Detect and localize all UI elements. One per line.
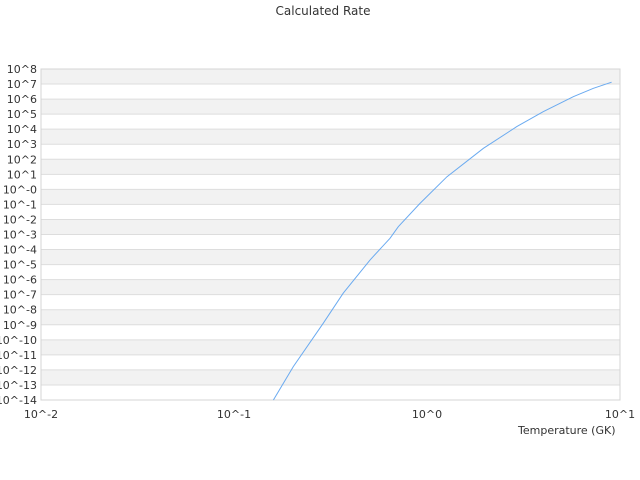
grid-band: [41, 144, 620, 160]
y-tick-label: 10^-9: [3, 319, 37, 332]
grid-band: [41, 384, 620, 400]
grid-band: [41, 99, 620, 115]
grid-band: [41, 309, 620, 325]
grid-band: [41, 279, 620, 295]
y-tick-label: 10^-7: [3, 289, 37, 302]
y-tick-label: 10^2: [7, 153, 37, 166]
y-tick-label: 10^-12: [0, 364, 37, 377]
grid-band: [41, 114, 620, 130]
grid-band: [41, 354, 620, 370]
x-axis-label: Temperature (GK): [518, 424, 616, 437]
y-tick-label: 10^7: [7, 78, 37, 91]
y-tick-label: 10^8: [7, 63, 37, 76]
y-tick-label: 10^-10: [0, 334, 37, 347]
y-tick-label: 10^-1: [3, 198, 37, 211]
grid-band: [41, 174, 620, 190]
y-tick-label: 10^-11: [0, 349, 37, 362]
grid-band: [41, 159, 620, 175]
grid-band: [41, 369, 620, 385]
rate-series-line: [272, 81, 612, 401]
y-tick-label: 10^-6: [3, 274, 37, 287]
grid-band: [41, 204, 620, 220]
x-tick-label: 10^1: [605, 408, 635, 421]
grid-band: [41, 234, 620, 250]
y-tick-label: 10^-3: [3, 229, 37, 242]
y-tick-label: 10^-13: [0, 379, 37, 392]
plot-frame: [40, 68, 621, 401]
grid-band: [41, 69, 620, 85]
y-tick-label: 10^-14: [0, 394, 37, 407]
y-tick-label: 10^-4: [3, 244, 37, 257]
grid-band: [41, 189, 620, 205]
x-tick-label: 10^0: [412, 408, 442, 421]
y-tick-label: 10^5: [7, 108, 37, 121]
x-tick-label: 10^-2: [24, 408, 58, 421]
y-tick-label: 10^3: [7, 138, 37, 151]
grid-band: [41, 84, 620, 100]
y-tick-label: 10^6: [7, 93, 37, 106]
y-tick-label: 10^-0: [3, 183, 37, 196]
grid-band: [41, 264, 620, 280]
grid-band: [41, 219, 620, 235]
y-tick-label: 10^-8: [3, 304, 37, 317]
y-tick-label: 10^1: [7, 168, 37, 181]
chart-title: Calculated Rate: [275, 4, 371, 18]
y-tick-label: 10^-5: [3, 259, 37, 272]
grid-band: [41, 294, 620, 310]
grid-band: [41, 324, 620, 340]
x-tick-label: 10^-1: [217, 408, 251, 421]
y-tick-label: 10^4: [7, 123, 37, 136]
y-tick-label: 10^-2: [3, 213, 37, 226]
grid-band: [41, 249, 620, 265]
grid-band: [41, 339, 620, 355]
grid-band: [41, 129, 620, 145]
